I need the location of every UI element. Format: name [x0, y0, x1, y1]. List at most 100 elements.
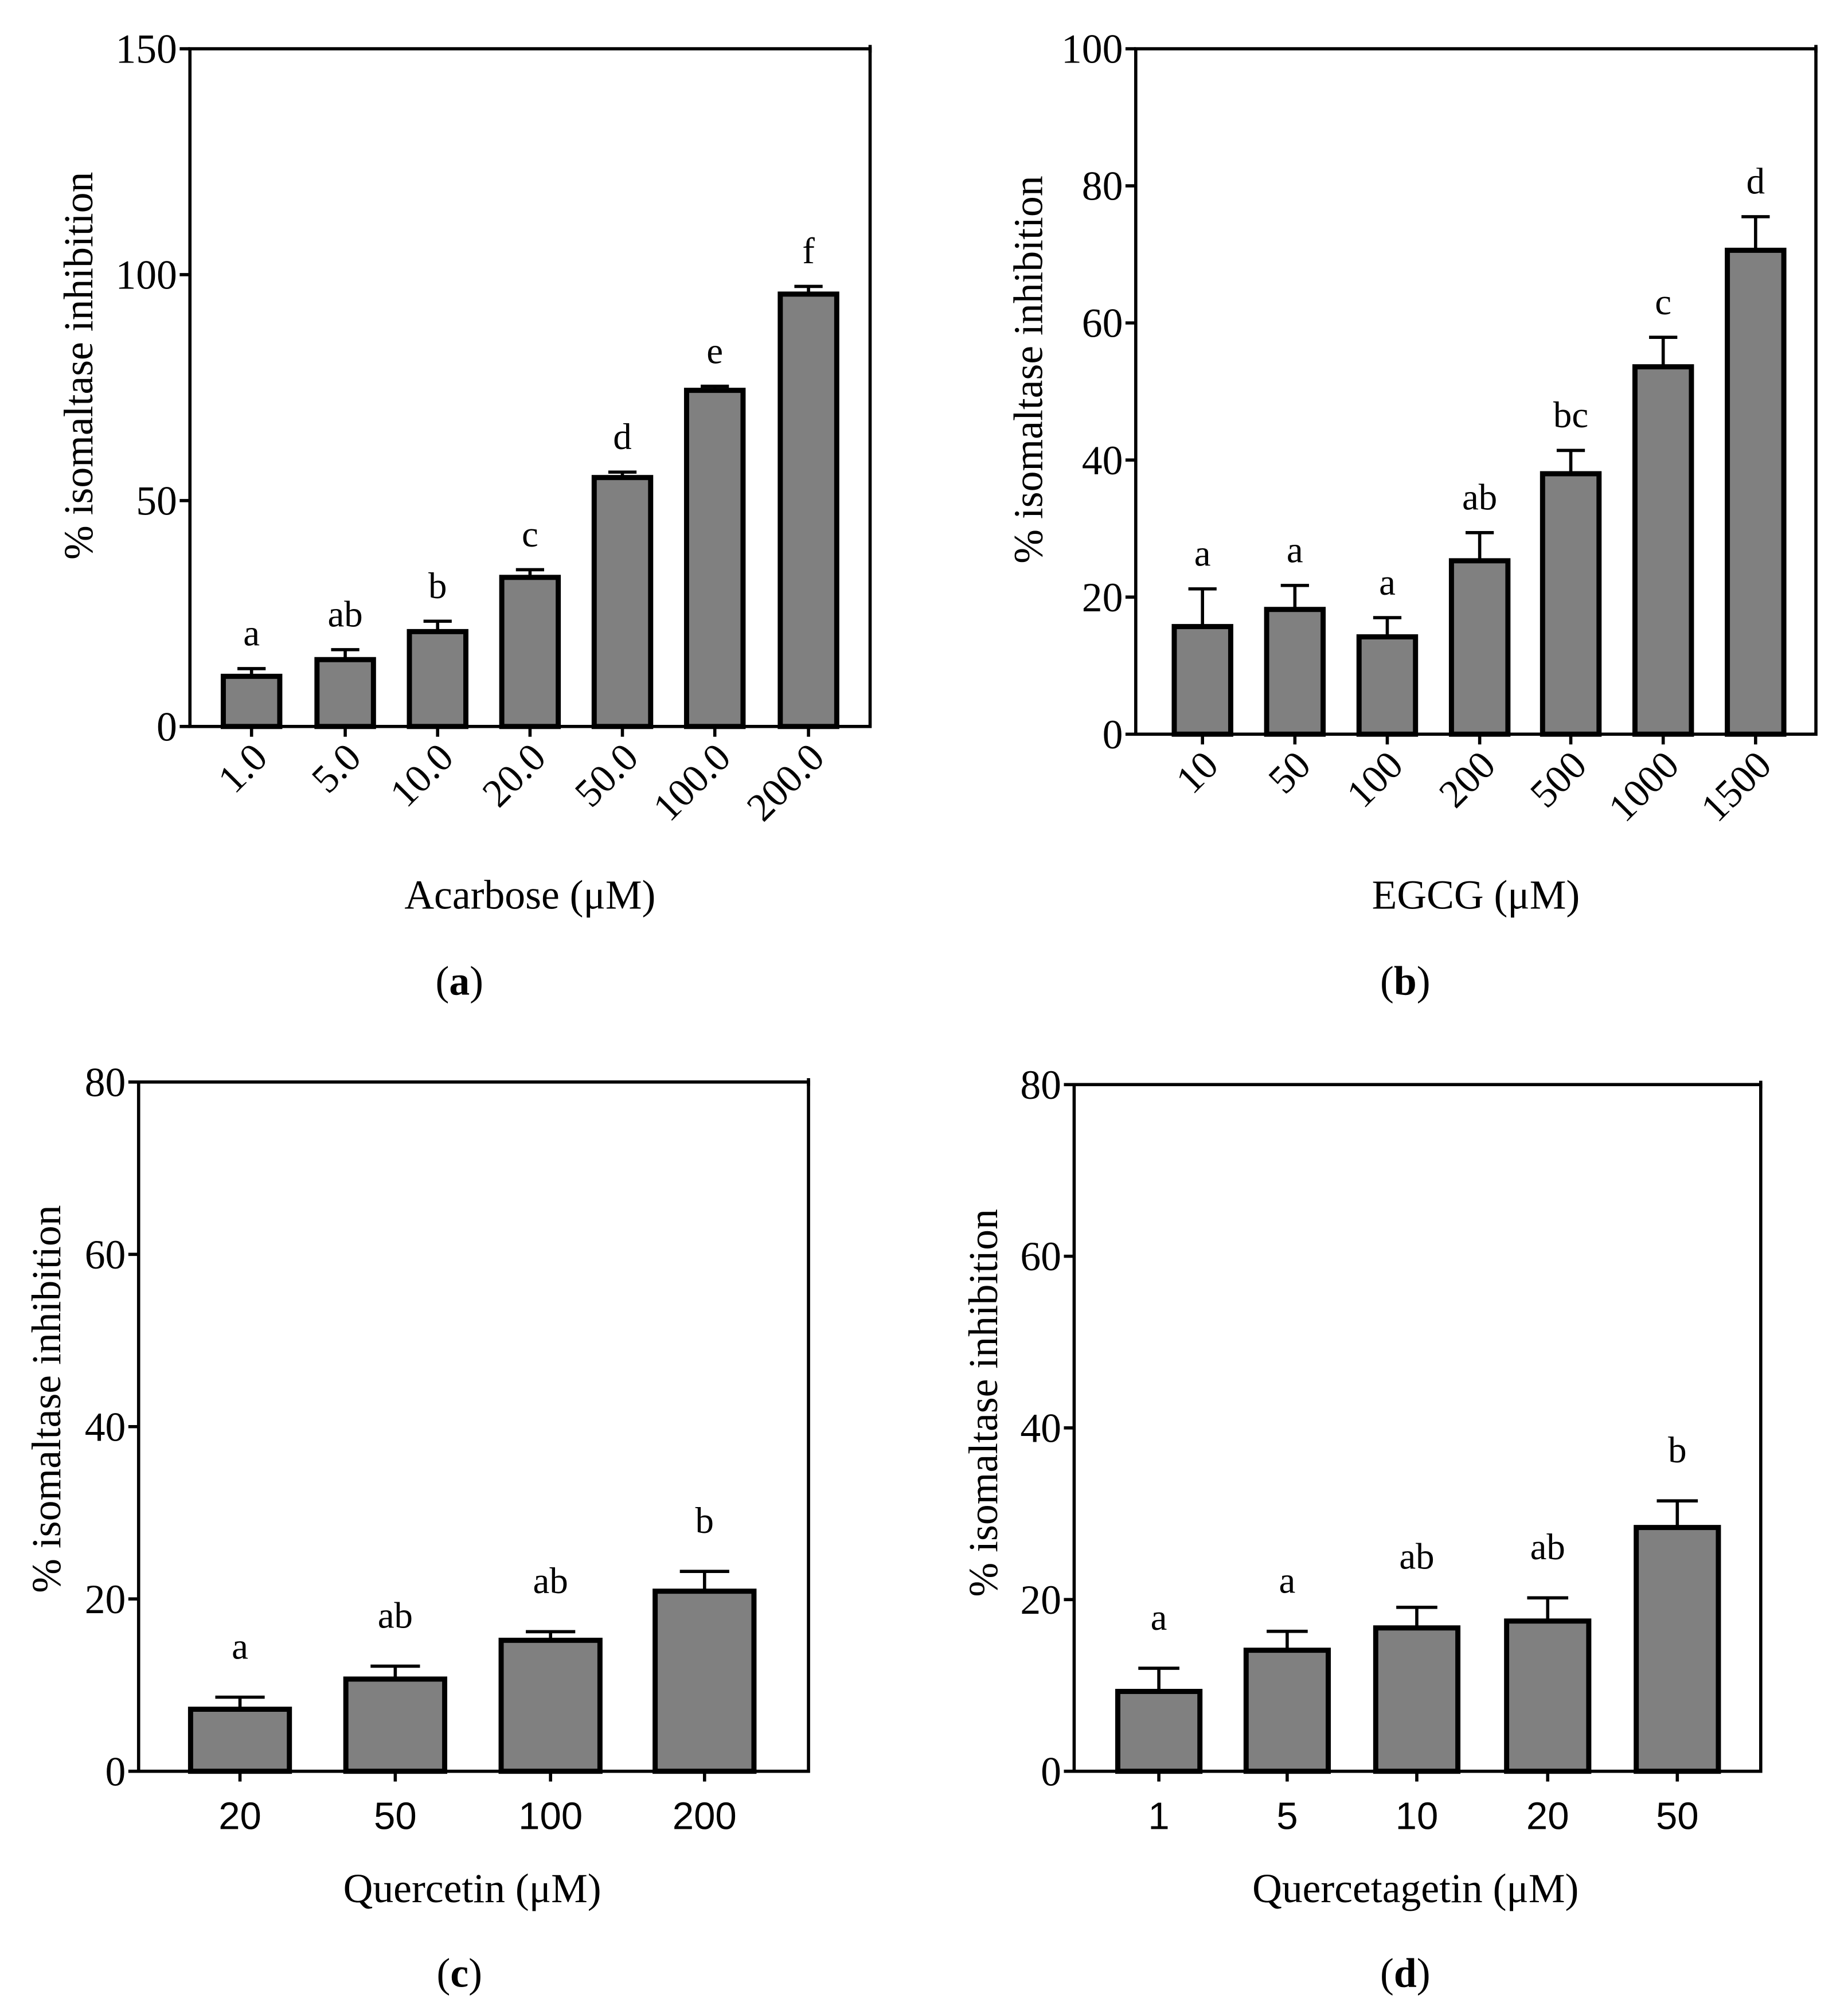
significance-letter-b-6: d: [1747, 161, 1765, 202]
significance-letter-d-3: ab: [1530, 1527, 1565, 1568]
significance-letter-a-4: d: [613, 416, 631, 458]
x-tick-label-c-1: 50: [374, 1794, 417, 1837]
x-axis-title-d: Quercetagetin (μM): [1252, 1866, 1579, 1911]
significance-letter-a-5: e: [706, 330, 723, 372]
y-tick-label-a-0: 0: [157, 704, 177, 750]
error-bar-b-4: [1556, 448, 1585, 474]
bar-d-0: [1115, 1689, 1203, 1774]
x-tick-label-a-3: 20.0: [474, 735, 554, 815]
x-tick-label-d-3: 20: [1526, 1794, 1569, 1837]
x-tick-label-a-2: 10.0: [382, 735, 462, 815]
x-tick-label-a-0: 1.0: [210, 735, 276, 802]
error-bar-c-0: [215, 1695, 265, 1710]
significance-letter-c-1: ab: [378, 1595, 413, 1636]
y-tick-label-d-0: 0: [1041, 1749, 1061, 1794]
panel-d: 1 a 5 a 10 ab 20 ab 50 b 0 20 40 60 80 % isomaltase inh…: [961, 1063, 1763, 1996]
y-tick-label-a-2: 100: [115, 253, 177, 298]
bar-c-1: [343, 1676, 448, 1774]
significance-letter-a-6: f: [802, 231, 815, 272]
y-tick-label-a-3: 150: [115, 27, 177, 72]
error-bar-d-0: [1138, 1666, 1179, 1692]
y-tick-label-c-3: 60: [85, 1232, 126, 1278]
error-bar-d-2: [1396, 1606, 1437, 1628]
x-tick-label-b-6: 1500: [1693, 743, 1780, 830]
x-tick-label-d-0: 1: [1148, 1794, 1169, 1837]
significance-letter-d-2: ab: [1399, 1536, 1434, 1578]
y-tick-label-c-4: 80: [85, 1060, 126, 1105]
error-bar-c-2: [526, 1630, 576, 1641]
x-tick-label-b-2: 100: [1338, 743, 1412, 816]
bar-c-3: [653, 1589, 757, 1774]
bar-b-2: [1356, 634, 1419, 737]
significance-letter-b-0: a: [1194, 533, 1211, 575]
panel-label-b: (b): [1380, 959, 1431, 1004]
x-axis-title-a: Acarbose (μM): [404, 873, 655, 918]
x-tick-label-a-4: 50.0: [566, 735, 647, 815]
significance-letter-b-5: c: [1655, 282, 1671, 323]
bar-a-1: [314, 657, 376, 729]
panel-c: 20 a 50 ab 100 ab 200 b 0 20 40 60 80 % isomaltase in…: [24, 1060, 810, 1996]
bar-d-4: [1634, 1525, 1721, 1774]
x-tick-label-c-0: 20: [218, 1794, 261, 1837]
x-tick-label-b-4: 500: [1522, 743, 1595, 816]
y-tick-label-d-1: 20: [1020, 1578, 1061, 1623]
significance-letter-b-4: bc: [1553, 395, 1588, 436]
x-tick-label-c-2: 100: [518, 1794, 583, 1837]
x-tick-label-d-2: 10: [1396, 1794, 1439, 1837]
significance-letter-d-4: b: [1668, 1430, 1686, 1471]
y-axis-title-b: % isomaltase inhibition: [1006, 175, 1051, 563]
x-tick-label-a-1: 5.0: [303, 735, 370, 802]
x-tick-label-d-4: 50: [1656, 1794, 1699, 1837]
error-bar-a-0: [237, 667, 266, 677]
significance-letter-a-0: a: [243, 613, 260, 654]
x-tick-label-a-5: 100.0: [645, 735, 740, 830]
y-tick-label-c-2: 40: [85, 1404, 126, 1450]
significance-letter-c-2: ab: [533, 1560, 568, 1602]
bar-b-0: [1171, 624, 1233, 737]
error-bar-d-4: [1656, 1499, 1698, 1528]
significance-letter-a-2: b: [428, 565, 447, 607]
error-bar-a-3: [515, 568, 544, 577]
y-axis-title-a: % isomaltase inhibition: [56, 172, 101, 560]
bar-a-5: [683, 388, 746, 729]
y-tick-label-b-1: 20: [1082, 575, 1123, 620]
x-axis-title-c: Quercetin (μM): [343, 1866, 601, 1911]
y-tick-label-a-1: 50: [136, 479, 177, 524]
y-tick-label-d-3: 60: [1020, 1234, 1061, 1279]
x-tick-label-c-3: 200: [673, 1794, 737, 1837]
error-bar-a-6: [794, 284, 823, 294]
y-tick-label-b-2: 40: [1082, 438, 1123, 483]
error-bar-b-5: [1649, 335, 1678, 367]
y-tick-label-b-5: 100: [1061, 27, 1123, 72]
bar-b-4: [1540, 471, 1602, 737]
error-bar-c-3: [679, 1570, 729, 1591]
panel-label-d: (d): [1380, 1951, 1431, 1996]
bar-a-4: [591, 475, 654, 729]
y-tick-label-b-3: 60: [1082, 301, 1123, 346]
bar-b-3: [1448, 558, 1511, 737]
bar-d-2: [1373, 1625, 1461, 1774]
error-bar-d-1: [1267, 1629, 1308, 1650]
y-axis-title-d: % isomaltase inhibition: [961, 1209, 1006, 1597]
bar-b-6: [1725, 247, 1787, 737]
bar-b-5: [1632, 364, 1694, 737]
error-bar-b-0: [1188, 587, 1217, 627]
error-bar-a-5: [701, 384, 729, 391]
significance-letter-c-0: a: [232, 1626, 248, 1667]
panel-a: 1.0 a 5.0 ab 10.0 b 20.0 c 50.0 d 100.0 e 200.0 f 0 50 1…: [56, 27, 872, 1004]
error-bar-b-1: [1280, 584, 1309, 610]
significance-letter-b-1: a: [1287, 530, 1303, 571]
significance-letter-d-0: a: [1151, 1597, 1167, 1638]
error-bar-b-6: [1741, 215, 1770, 251]
y-tick-label-c-1: 20: [85, 1577, 126, 1622]
error-bar-d-3: [1527, 1596, 1569, 1621]
x-tick-label-b-1: 50: [1260, 743, 1319, 802]
y-tick-label-d-4: 80: [1020, 1063, 1061, 1108]
bar-a-0: [220, 673, 283, 729]
error-bar-a-4: [608, 470, 637, 478]
bar-c-0: [187, 1707, 292, 1774]
significance-letter-b-2: a: [1379, 562, 1396, 603]
bar-a-6: [778, 291, 839, 729]
y-tick-label-c-0: 0: [106, 1749, 126, 1794]
